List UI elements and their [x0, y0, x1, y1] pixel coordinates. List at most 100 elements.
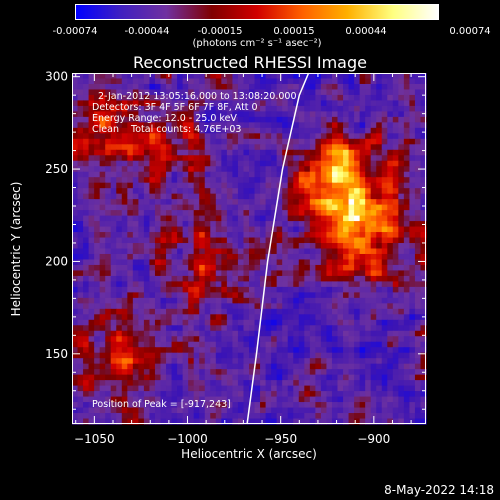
heatmap-cell [409, 138, 416, 145]
heatmap-cell [254, 199, 261, 206]
heatmap-cell [160, 358, 167, 365]
heatmap-cell [88, 418, 95, 425]
heatmap-cell [298, 352, 305, 359]
heatmap-cell [154, 325, 162, 332]
heatmap-cell [287, 193, 294, 200]
heatmap-cell [210, 111, 217, 118]
heatmap-cell [138, 264, 145, 272]
heatmap-cell [171, 122, 178, 129]
heatmap-cell [392, 297, 399, 304]
heatmap-cell [326, 330, 333, 337]
heatmap-cell [99, 286, 106, 293]
heatmap-cell [83, 94, 90, 102]
heatmap-cell [72, 94, 79, 102]
heatmap-cell [271, 89, 278, 96]
heatmap-cell [304, 100, 311, 107]
heatmap-cell [326, 199, 333, 206]
heatmap-cell [88, 160, 95, 167]
heatmap-cell [381, 122, 388, 129]
heatmap-cell [237, 100, 245, 107]
heatmap-cell [88, 259, 95, 266]
heatmap-cell [193, 221, 200, 228]
heatmap-cell [154, 111, 162, 118]
heatmap-cell [420, 418, 427, 425]
heatmap-cell [315, 396, 322, 403]
heatmap-cell [320, 171, 328, 178]
heatmap-cell [116, 215, 123, 222]
heatmap-cell [99, 232, 106, 239]
heatmap-cell [260, 105, 267, 112]
heatmap-cell [315, 391, 322, 398]
heatmap-cell [381, 215, 388, 222]
heatmap-cell [414, 127, 422, 134]
heatmap-cell [387, 144, 394, 151]
heatmap-cell [249, 193, 256, 200]
heatmap-cell [88, 171, 95, 178]
heatmap-cell [127, 358, 134, 365]
heatmap-cell [282, 275, 289, 282]
heatmap-cell [154, 182, 162, 189]
heatmap-cell [83, 171, 90, 178]
heatmap-cell [127, 182, 134, 189]
heatmap-cell [188, 347, 195, 354]
heatmap-cell [166, 105, 173, 112]
heatmap-cell [154, 330, 162, 337]
heatmap-cell [348, 336, 355, 343]
heatmap-cell [276, 221, 283, 228]
heatmap-cell [271, 407, 278, 414]
heatmap-cell [320, 297, 328, 304]
heatmap-cell [232, 73, 239, 80]
heatmap-cell [343, 292, 350, 299]
heatmap-cell [77, 264, 84, 272]
heatmap-cell [315, 248, 322, 255]
heatmap-cell [232, 314, 239, 321]
heatmap-cell [359, 286, 366, 293]
heatmap-cell [331, 122, 339, 129]
heatmap-cell [276, 138, 283, 145]
heatmap-cell [221, 314, 228, 321]
heatmap-cell [376, 89, 383, 96]
heatmap-cell [72, 330, 79, 337]
heatmap-cell [265, 402, 272, 409]
heatmap-cell [282, 308, 289, 315]
heatmap-cell [381, 83, 388, 91]
heatmap-cell [320, 73, 328, 80]
heatmap-cell [420, 402, 427, 409]
heatmap-cell [282, 413, 289, 420]
heatmap-cell [154, 160, 162, 167]
heatmap-cell [420, 94, 427, 102]
heatmap-cell [298, 319, 305, 326]
heatmap-cell [121, 166, 128, 173]
heatmap-cell [149, 116, 156, 123]
heatmap-cell [337, 275, 344, 282]
heatmap-cell [166, 210, 173, 217]
heatmap-cell [331, 352, 339, 359]
heatmap-cell [392, 232, 399, 239]
heatmap-cell [271, 286, 278, 293]
heatmap-cell [72, 319, 79, 326]
heatmap-cell [414, 253, 422, 261]
heatmap-cell [282, 347, 289, 354]
heatmap-cell [199, 407, 206, 414]
heatmap-cell [403, 215, 411, 222]
heatmap-cell [403, 155, 411, 162]
heatmap-cell [210, 160, 217, 167]
heatmap-cell [72, 210, 79, 217]
heatmap-cell [127, 232, 134, 239]
heatmap-cell [315, 325, 322, 332]
heatmap-cell [215, 248, 222, 255]
heatmap-cell [337, 264, 344, 272]
heatmap-cell [320, 166, 328, 173]
heatmap-cell [110, 89, 117, 96]
heatmap-cell [182, 281, 189, 288]
heatmap-cell [276, 330, 283, 337]
heatmap-cell [83, 385, 90, 392]
heatmap-cell [149, 133, 156, 140]
heatmap-cell [77, 116, 84, 123]
heatmap-cell [166, 402, 173, 409]
heatmap-cell [276, 105, 283, 112]
heatmap-cell [171, 127, 178, 134]
heatmap-cell [293, 199, 300, 206]
heatmap-cell [232, 182, 239, 189]
heatmap-cell [166, 413, 173, 420]
